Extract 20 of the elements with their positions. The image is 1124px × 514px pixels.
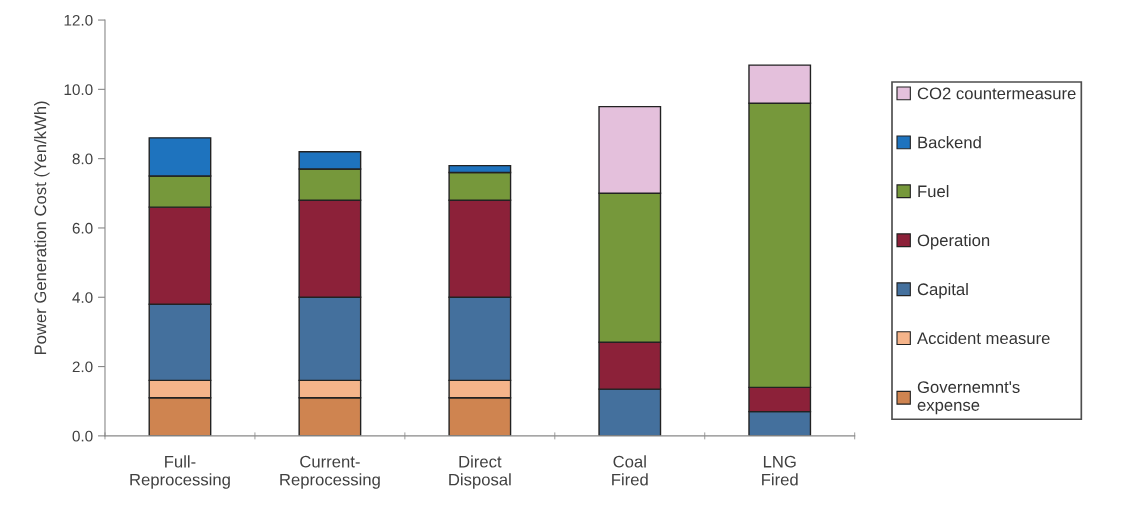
x-tick-label: LNG Fired [762,455,798,486]
y-axis-title: Power Generation Cost (Yen/kWh) [34,101,50,355]
x-tick-label: Current- Reprocessing [280,455,380,489]
legend-label: Capital [917,282,968,299]
legend-label: Governemnt's expense [917,381,1020,415]
legend-label: Accident measure [917,331,1050,345]
y-tick-label: 0.0 [72,430,93,442]
x-tick-label: Direct Disposal [449,455,511,489]
y-tick-label: 4.0 [72,292,93,303]
y-tick-label: 12.0 [64,14,93,26]
legend-label: Backend [918,136,981,149]
y-tick-label: 2.0 [72,361,93,373]
y-tick-label: 8.0 [72,153,93,165]
legend-label: Fuel [918,185,949,198]
x-tick-label: Coal Fired [612,455,648,486]
legend-label: CO2 countermeasure [917,87,1076,100]
x-tick-label: Full- Reprocessing [130,455,230,489]
y-tick-label: 10.0 [64,84,93,96]
y-tick-label: 6.0 [72,222,93,234]
legend-label: Operation [917,233,990,250]
